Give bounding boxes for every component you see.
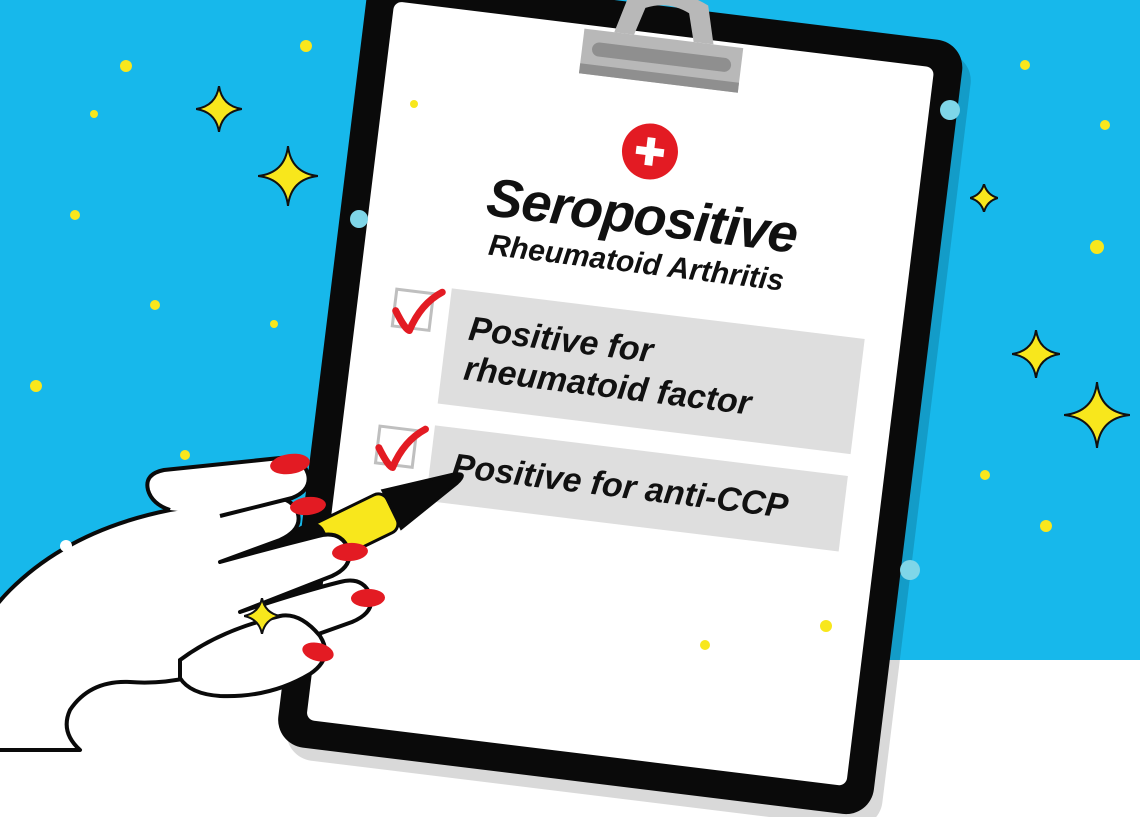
decorative-dot bbox=[350, 210, 368, 228]
decorative-dot bbox=[1020, 60, 1030, 70]
checkbox-icon bbox=[391, 287, 436, 332]
decorative-dot bbox=[60, 540, 72, 552]
infographic-scene: Seropositive Rheumatoid Arthritis Positi… bbox=[0, 0, 1140, 660]
sparkle-icon bbox=[1064, 382, 1130, 448]
decorative-dot bbox=[980, 470, 990, 480]
decorative-dot bbox=[30, 380, 42, 392]
decorative-dot bbox=[410, 100, 418, 108]
sparkle-icon bbox=[196, 86, 242, 132]
decorative-dot bbox=[900, 560, 920, 580]
sparkle-icon bbox=[258, 146, 318, 206]
checkbox-icon bbox=[374, 425, 419, 470]
decorative-dot bbox=[1100, 120, 1110, 130]
decorative-dot bbox=[150, 300, 160, 310]
decorative-dot bbox=[940, 100, 960, 120]
clipboard-paper: Seropositive Rheumatoid Arthritis Positi… bbox=[306, 1, 934, 786]
decorative-dot bbox=[180, 450, 190, 460]
clipboard: Seropositive Rheumatoid Arthritis Positi… bbox=[275, 0, 966, 817]
sparkle-icon bbox=[244, 598, 280, 634]
decorative-dot bbox=[120, 60, 132, 72]
decorative-dot bbox=[70, 210, 80, 220]
decorative-dot bbox=[700, 640, 710, 650]
sparkle-icon bbox=[970, 184, 998, 212]
sparkle-icon bbox=[1012, 330, 1060, 378]
decorative-dot bbox=[1040, 520, 1052, 532]
checklist-item-label: Positive for rheumatoid factor bbox=[438, 288, 865, 454]
decorative-dot bbox=[300, 40, 312, 52]
medical-cross-icon bbox=[619, 120, 681, 182]
decorative-dot bbox=[90, 110, 98, 118]
clipboard-body: Seropositive Rheumatoid Arthritis Positi… bbox=[275, 0, 966, 817]
decorative-dot bbox=[270, 320, 278, 328]
decorative-dot bbox=[1090, 240, 1104, 254]
decorative-dot bbox=[820, 620, 832, 632]
